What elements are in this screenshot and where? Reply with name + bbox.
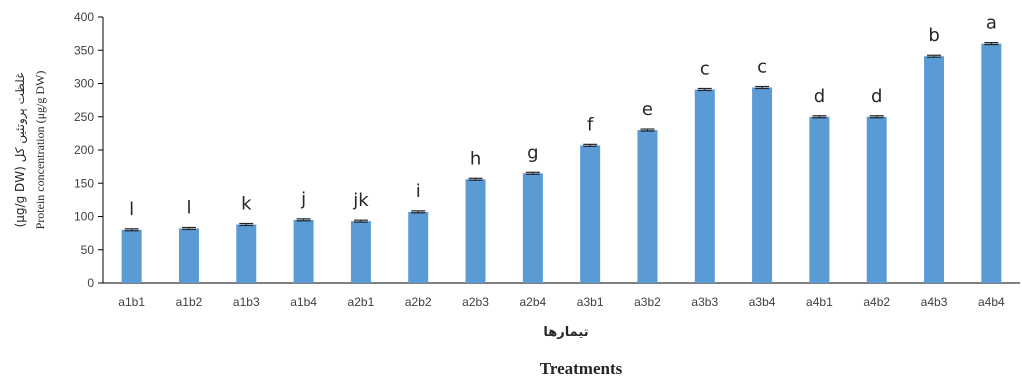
x-axis-title-en: Treatments xyxy=(540,359,623,378)
error-bar xyxy=(239,222,254,227)
bar xyxy=(694,89,715,283)
significance-letter: k xyxy=(241,193,252,214)
bar xyxy=(408,211,429,283)
bar xyxy=(580,145,601,283)
error-bar xyxy=(927,54,942,58)
significance-letter: d xyxy=(871,86,882,107)
error-bar xyxy=(869,115,884,119)
bar xyxy=(178,228,199,283)
bar xyxy=(924,56,945,283)
x-tick-labels: a1b1 a1b2 a1b3 a1b4 a2b1 a2b2 a2b3 a2b4 a3b1 a3b2… xyxy=(118,295,1005,309)
significance-letter: f xyxy=(587,114,594,135)
significance-letter: i xyxy=(416,181,421,202)
error-bar xyxy=(181,226,196,231)
error-bar xyxy=(353,219,368,223)
x-tick-label: a3b3 xyxy=(691,295,718,309)
x-tick-label: a1b3 xyxy=(233,295,260,309)
y-tick-labels: 0 50 100 150 200 250 300 350 400 xyxy=(74,10,94,290)
error-bar xyxy=(296,218,311,222)
significance-letter: c xyxy=(700,58,710,79)
x-tick-label: a1b1 xyxy=(118,295,145,309)
significance-letter: jk xyxy=(352,190,369,211)
bar xyxy=(350,221,371,283)
x-tick-label: a4b2 xyxy=(863,295,890,309)
significance-letter: h xyxy=(470,148,481,169)
significance-letter: a xyxy=(986,13,997,34)
x-tick-label: a2b4 xyxy=(519,295,546,309)
significance-letters: l l k j jk i h g f e c c d d b a xyxy=(129,13,997,220)
error-bar xyxy=(755,85,770,90)
x-tick-label: a4b3 xyxy=(921,295,948,309)
significance-letter: b xyxy=(928,25,939,46)
y-axis-title-en: Protein concentration (μg/g DW) xyxy=(33,71,47,230)
y-tick-label: 100 xyxy=(74,210,94,224)
y-tick-label: 200 xyxy=(74,143,94,157)
error-bar xyxy=(640,128,655,132)
significance-letter: g xyxy=(527,142,538,163)
x-tick-label: a3b4 xyxy=(749,295,776,309)
x-tick-label: a3b2 xyxy=(634,295,661,309)
error-bar xyxy=(411,210,426,214)
bar xyxy=(809,116,830,283)
y-tick-label: 400 xyxy=(74,10,94,24)
significance-letter: j xyxy=(300,189,306,210)
error-bar xyxy=(697,87,712,92)
y-axis-title-fa: غلظت پروتئین کل (μg/g DW) xyxy=(13,73,28,228)
significance-letter: d xyxy=(814,86,825,107)
x-tick-label: a4b4 xyxy=(978,295,1005,309)
y-tick-label: 350 xyxy=(74,43,94,57)
y-tick-label: 150 xyxy=(74,176,94,190)
x-tick-label: a2b2 xyxy=(405,295,432,309)
bar xyxy=(637,130,658,283)
y-tick-label: 0 xyxy=(87,276,94,290)
bar xyxy=(752,87,773,284)
error-bar xyxy=(984,42,999,46)
x-tick-label: a2b3 xyxy=(462,295,489,309)
x-tick-label: a1b2 xyxy=(176,295,203,309)
bar xyxy=(236,224,257,283)
bar xyxy=(981,43,1002,283)
bar xyxy=(121,229,142,283)
y-tick-label: 250 xyxy=(74,110,94,124)
error-bar xyxy=(812,115,827,119)
error-bars xyxy=(124,42,999,232)
y-tick-label: 300 xyxy=(74,77,94,91)
significance-letter: l xyxy=(186,197,191,218)
y-axis xyxy=(98,16,104,284)
error-bar xyxy=(583,143,598,147)
bar xyxy=(522,173,543,283)
error-bar xyxy=(468,177,483,181)
x-tick-label: a1b4 xyxy=(290,295,317,309)
bar-series xyxy=(121,43,1002,284)
bar xyxy=(465,179,486,283)
error-bar xyxy=(525,171,540,175)
significance-letter: l xyxy=(129,199,134,220)
bar xyxy=(866,116,887,283)
x-tick-label: a2b1 xyxy=(348,295,375,309)
significance-letter: e xyxy=(642,99,653,120)
y-tick-label: 50 xyxy=(81,243,95,257)
x-tick-label: a4b1 xyxy=(806,295,833,309)
x-axis-title-fa: تیمارها xyxy=(543,325,588,340)
x-tick-label: a3b1 xyxy=(577,295,604,309)
bar xyxy=(293,219,314,283)
significance-letter: c xyxy=(757,56,767,77)
error-bar xyxy=(124,228,139,232)
